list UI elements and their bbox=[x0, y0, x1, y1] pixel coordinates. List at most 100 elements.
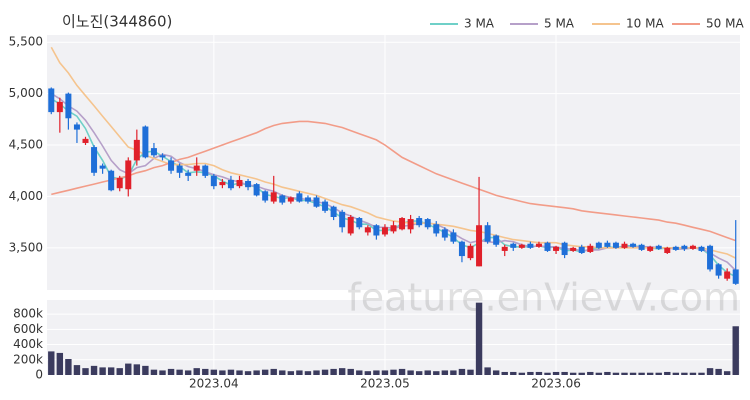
volume-bar bbox=[356, 370, 363, 375]
volume-bar bbox=[133, 364, 141, 375]
volume-bar bbox=[450, 370, 457, 375]
volume-bar bbox=[732, 326, 739, 375]
candle-body bbox=[587, 245, 594, 252]
candle-body bbox=[689, 245, 696, 249]
volume-bar bbox=[90, 365, 98, 375]
volume-bar bbox=[321, 369, 329, 375]
candle-body bbox=[91, 147, 98, 173]
candle-body bbox=[724, 271, 731, 279]
watermark: feature.enVievV.com bbox=[347, 276, 740, 320]
candle-body bbox=[604, 242, 611, 247]
volume-bar bbox=[398, 368, 406, 375]
ma-line bbox=[51, 120, 736, 242]
volume-bar bbox=[484, 367, 491, 375]
candle-body bbox=[219, 182, 226, 186]
candle-body bbox=[227, 179, 234, 189]
candle-body bbox=[150, 148, 157, 156]
candle-body bbox=[467, 245, 474, 259]
volume-bar bbox=[202, 368, 209, 375]
x-tick-label: 2023.05 bbox=[360, 377, 410, 391]
volume-bar bbox=[159, 370, 166, 375]
volume-bar bbox=[99, 367, 106, 375]
volume-bar bbox=[65, 359, 72, 375]
candle-body bbox=[664, 247, 671, 253]
legend-label: 50 MA bbox=[706, 17, 744, 31]
volume-bar bbox=[467, 369, 474, 375]
candle-body bbox=[484, 225, 491, 242]
volume-bar bbox=[270, 368, 277, 375]
candle-body bbox=[108, 170, 115, 191]
volume-bar bbox=[150, 369, 158, 375]
candle-body bbox=[236, 179, 243, 187]
volume-bar bbox=[176, 369, 183, 375]
volume-bar bbox=[587, 371, 594, 375]
y-tick-label: 200k bbox=[13, 352, 43, 366]
candle-body bbox=[56, 101, 63, 113]
volume-bar bbox=[544, 372, 551, 375]
candle-body bbox=[621, 243, 628, 248]
volume-bar bbox=[629, 372, 637, 375]
candle-body bbox=[202, 165, 209, 176]
legend-label: 10 MA bbox=[626, 17, 664, 31]
candle-body bbox=[707, 245, 714, 270]
candle-body bbox=[322, 201, 329, 211]
candle-body bbox=[390, 225, 397, 232]
candle-body bbox=[279, 195, 286, 203]
volume-bar bbox=[638, 372, 645, 375]
candle-body bbox=[561, 242, 568, 256]
candle-body bbox=[595, 242, 602, 248]
candle-body bbox=[296, 193, 303, 202]
candle-body bbox=[373, 225, 380, 236]
candle-body bbox=[450, 232, 457, 242]
candle-body bbox=[518, 244, 525, 248]
candle-body bbox=[185, 172, 192, 176]
volume-bar bbox=[612, 372, 620, 375]
candle-body bbox=[638, 244, 645, 250]
candle-body bbox=[142, 126, 149, 158]
volume-bar bbox=[706, 368, 714, 375]
candle-body bbox=[544, 242, 551, 251]
candle-body bbox=[715, 264, 722, 276]
candle-body bbox=[399, 218, 406, 230]
volume-bar bbox=[698, 372, 705, 375]
volume-bar bbox=[715, 368, 722, 375]
volume-bar bbox=[535, 371, 543, 375]
volume-bar bbox=[441, 370, 449, 375]
volume-bar bbox=[415, 371, 423, 375]
volume-bar bbox=[672, 372, 680, 375]
candle-body bbox=[570, 247, 577, 251]
volume-bar bbox=[510, 371, 517, 375]
volume-bar bbox=[458, 368, 466, 375]
candle-body bbox=[48, 88, 55, 113]
candle-body bbox=[672, 246, 679, 250]
y-tick-label: 4,000 bbox=[9, 189, 43, 203]
volume-bar bbox=[193, 368, 200, 375]
volume-bar bbox=[219, 370, 226, 375]
candle-body bbox=[416, 218, 423, 226]
candle-body bbox=[125, 160, 132, 190]
y-tick-label: 4,500 bbox=[9, 138, 43, 152]
volume-bar bbox=[501, 371, 508, 375]
candle-body bbox=[193, 165, 200, 171]
candle-body bbox=[381, 227, 388, 235]
candle-body bbox=[210, 175, 217, 187]
candle-body bbox=[501, 246, 508, 251]
candle-body bbox=[527, 243, 534, 248]
volume-bar bbox=[210, 369, 218, 375]
legend-label: 5 MA bbox=[544, 17, 575, 31]
volume-bar bbox=[227, 369, 235, 375]
volume-bar bbox=[492, 370, 500, 375]
candle-body bbox=[99, 165, 106, 169]
candle-body bbox=[476, 225, 483, 267]
candle-body bbox=[339, 211, 346, 228]
volume-bar bbox=[73, 365, 81, 375]
candle-body bbox=[176, 165, 183, 173]
volume-bar bbox=[253, 370, 260, 375]
y-tick-label: 3,500 bbox=[9, 240, 43, 254]
candle-body bbox=[407, 219, 414, 230]
x-tick-label: 2023.06 bbox=[531, 377, 581, 391]
volume-bar bbox=[561, 371, 568, 375]
volume-bar bbox=[664, 371, 671, 375]
candle-body bbox=[82, 138, 89, 143]
volume-bar bbox=[569, 372, 577, 375]
